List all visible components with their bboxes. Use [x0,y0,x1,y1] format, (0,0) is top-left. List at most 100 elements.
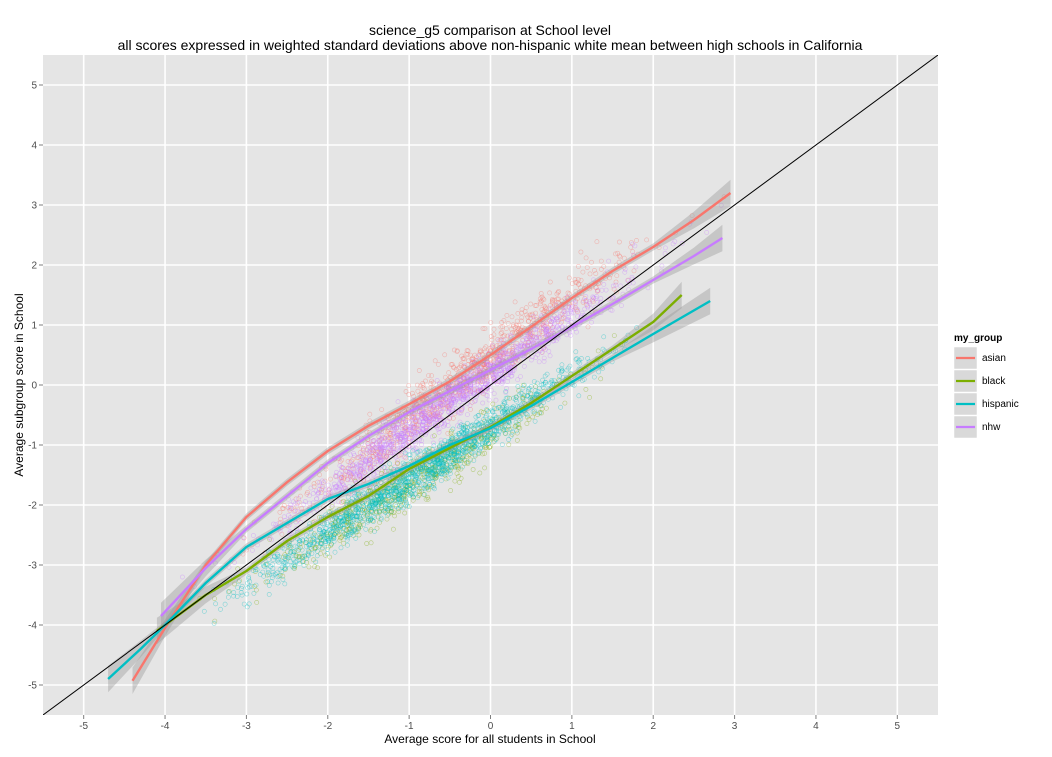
data-point [392,482,398,488]
data-point [488,334,494,339]
legend-label: hispanic [982,399,1019,410]
data-point [318,533,324,539]
x-tick-label: 5 [895,721,901,732]
data-point [388,427,394,433]
legend-label: black [982,376,1006,387]
data-point [538,291,544,296]
data-point [491,356,497,362]
data-point [547,290,552,296]
data-point [446,370,452,376]
data-point [448,428,454,434]
data-point [471,425,477,431]
data-point [453,459,459,465]
data-point [347,520,353,525]
data-point [585,324,591,330]
data-point [374,509,379,515]
data-point [350,533,356,538]
data-point [442,457,448,463]
data-point [475,379,481,385]
data-point [508,364,514,369]
data-point [470,356,476,362]
data-point [296,554,302,560]
data-point [322,478,328,484]
data-point [344,523,350,528]
data-point [292,566,297,571]
data-point [339,533,345,539]
data-point [510,322,516,328]
data-point [312,546,318,551]
data-point [435,361,441,367]
data-point [311,481,317,487]
data-point [349,511,355,516]
data-point [410,415,415,420]
data-point [465,362,471,367]
data-point [386,511,392,517]
data-point [533,384,539,390]
data-point [451,347,457,353]
data-point [487,444,493,449]
data-point [480,362,486,368]
data-point [480,391,486,397]
data-point [542,308,547,314]
data-point [350,474,356,480]
x-tick-label: -5 [79,721,88,732]
data-point [417,469,422,475]
data-point [404,482,410,488]
data-point [327,554,333,560]
data-point [561,315,566,321]
data-point [547,317,553,323]
data-point [573,279,578,285]
data-point [317,514,322,520]
data-point [489,344,495,350]
data-point [458,363,464,369]
data-point [349,458,354,464]
data-point [312,564,318,570]
data-point [396,483,402,489]
data-point [309,546,314,552]
data-point [455,465,461,470]
data-point [423,405,429,410]
data-point [617,239,622,245]
data-point [494,435,500,441]
data-point [398,503,404,508]
data-point [456,473,461,479]
data-point [491,359,497,364]
data-point [617,254,623,260]
data-point [411,411,416,417]
data-point [543,304,548,310]
data-point [388,509,394,515]
data-point [294,503,300,509]
data-point [534,314,539,320]
data-point [374,525,380,531]
data-point [435,414,441,419]
data-point [367,518,373,523]
data-point [532,303,538,308]
data-point [437,380,443,386]
data-point [415,422,421,428]
data-point [364,450,370,456]
data-point [465,351,471,357]
data-point [583,255,589,261]
data-point [307,537,313,542]
data-point [295,548,301,553]
data-point [482,326,488,331]
data-point [315,541,320,547]
data-point [563,304,568,310]
data-point [328,543,333,549]
x-tick-label: 4 [813,721,819,732]
data-point [474,354,479,360]
data-point [587,394,592,400]
data-point [525,318,531,324]
data-point [289,506,295,511]
data-point [413,418,419,424]
data-point [368,540,374,546]
data-point [432,358,438,364]
data-point [540,330,546,336]
data-point [280,554,286,560]
data-point [499,319,505,325]
data-point [537,296,543,302]
data-point [405,417,411,423]
data-point [554,296,560,302]
data-point [468,457,473,463]
data-point [426,484,431,489]
